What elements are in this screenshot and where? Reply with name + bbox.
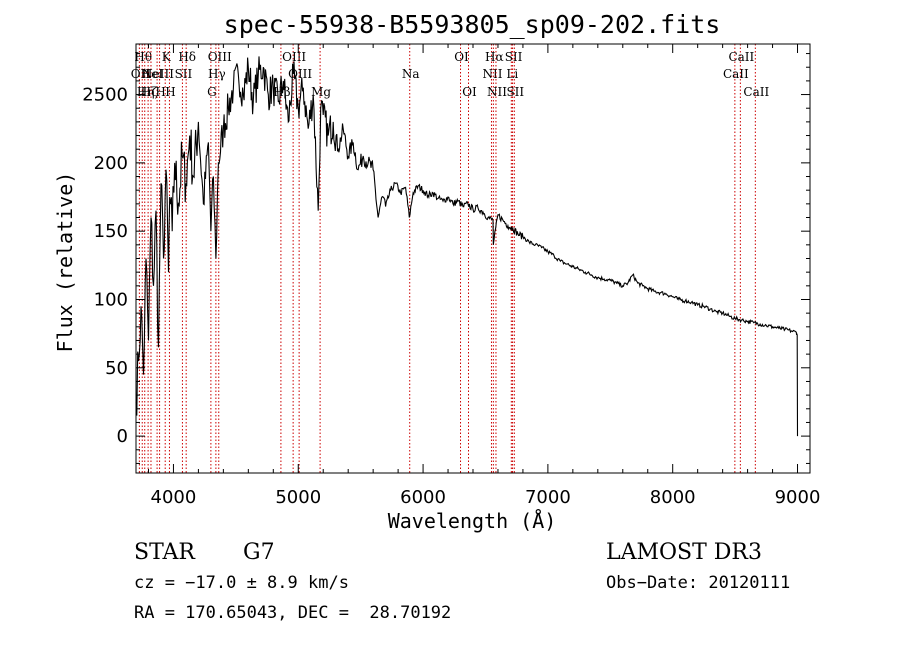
line-marker-label: CaII <box>723 67 749 81</box>
line-marker-label: NII <box>487 85 507 99</box>
line-marker-label: H <box>165 85 175 99</box>
line-marker-label: Hδ <box>178 50 196 64</box>
x-tick-label: 8000 <box>650 487 696 508</box>
line-marker-label: Na <box>402 67 420 81</box>
line-marker-label: SII <box>505 50 523 64</box>
line-marker-label: SII <box>506 85 524 99</box>
line-marker-label: HeI <box>141 67 164 81</box>
line-marker-label: Hθ <box>134 50 152 64</box>
line-marker-label: G <box>207 85 217 99</box>
line-marker-label: K <box>162 50 172 64</box>
line-marker-label: OI <box>462 85 477 99</box>
obs-date: Obs−Date: 20120111 <box>606 573 791 593</box>
y-axis-label: Flux (relative) <box>53 172 77 353</box>
line-marker-label: CaII <box>743 85 769 99</box>
x-tick-label: 9000 <box>775 487 821 508</box>
y-tick-label: 200 <box>94 153 128 174</box>
object-subclass: G7 <box>243 540 275 565</box>
line-marker-label: Hζ <box>141 85 158 99</box>
x-tick-label: 7000 <box>525 487 571 508</box>
line-markers: OIIHθHηHζHeINeIIIHKHSIIHδGHγOIIIHβOIIIOI… <box>131 44 769 473</box>
y-tick-label: 150 <box>94 221 128 242</box>
line-marker-label: OIII <box>208 50 232 64</box>
line-marker-label: Hγ <box>208 67 226 81</box>
y-tick-label: 100 <box>94 289 128 310</box>
survey-name: LAMOST DR3 <box>606 540 762 565</box>
line-marker-label: H <box>155 85 165 99</box>
spectrum-line <box>135 56 799 437</box>
line-marker-label: CaII <box>728 50 754 64</box>
x-axis-label: Wavelength (Å) <box>388 509 557 533</box>
line-marker-label: NII <box>482 67 502 81</box>
redshift-cz: cz = −17.0 ± 8.9 km/s <box>134 573 349 593</box>
y-tick-label: 2500 <box>82 85 128 106</box>
line-marker-label: Hα <box>485 50 504 64</box>
line-marker-label: Li <box>506 67 518 81</box>
line-marker-label: OIII <box>282 50 306 64</box>
object-class: STAR <box>134 540 195 565</box>
y-tick-label: 50 <box>105 358 128 379</box>
line-marker-label: Hη <box>137 85 155 99</box>
spectrum-series <box>135 56 799 437</box>
line-marker-label: OI <box>454 50 469 64</box>
x-tick-label: 5000 <box>275 487 321 508</box>
ra-dec: RA = 170.65043, DEC = 28.70192 <box>134 603 452 623</box>
x-tick-label: 4000 <box>151 487 197 508</box>
plot-frame <box>135 43 811 474</box>
x-tick-label: 6000 <box>400 487 446 508</box>
x-axis: 4000 5000 6000 7000 8000 9000 <box>147 44 821 508</box>
spectrum-chart: spec-55938-B5593805_sp09-202.fits OIIHθH… <box>53 10 821 533</box>
line-marker-label: SII <box>175 67 193 81</box>
y-axis: 0 50 100 150 200 2500 <box>82 53 810 464</box>
chart-title: spec-55938-B5593805_sp09-202.fits <box>224 10 721 39</box>
line-marker-label: NeIII <box>142 67 174 81</box>
y-tick-label: 0 <box>117 426 128 447</box>
line-marker-label: Mg <box>311 85 331 99</box>
